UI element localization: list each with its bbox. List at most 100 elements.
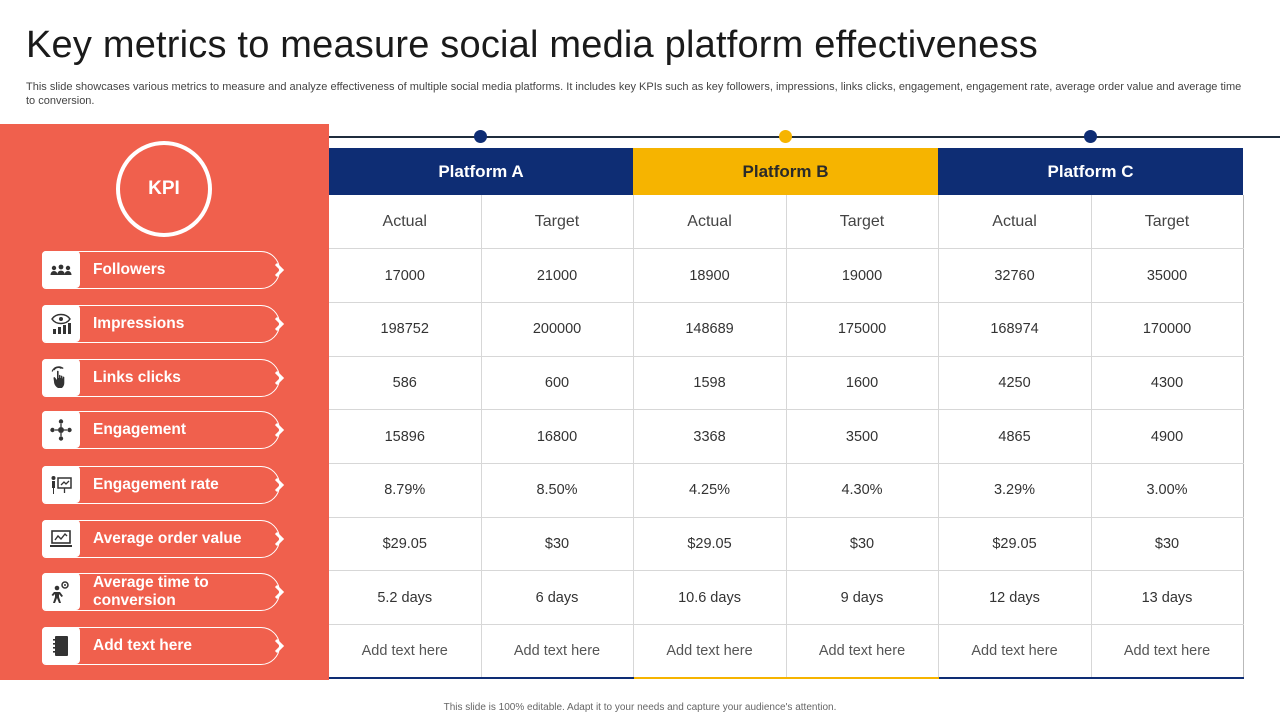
table-row: 17000 21000 18900 19000 32760 35000 [329,248,1244,303]
table-cell: 12 days [937,570,1092,625]
table-cell: 15896 [329,409,482,464]
page-title: Key metrics to measure social media plat… [26,24,1038,66]
table-cell: 3500 [786,409,939,464]
table-cell: 4900 [1091,409,1244,464]
table-cell: 4250 [937,356,1092,411]
table-cell: $30 [481,517,634,572]
kpi-label: Engagement rate [93,476,219,493]
platform-a-header: Platform A [329,148,634,195]
person-gear-icon [42,573,80,610]
kpi-item-engagement[interactable]: Engagement [42,411,285,449]
table-row: 5.2 days 6 days 10.6 days 9 days 12 days… [329,570,1244,625]
table-cell: $29.05 [632,517,787,572]
table-cell: 9 days [786,570,939,625]
table-cell: Add text here [937,624,1092,680]
chevron-right-icon [274,262,285,278]
table-cell: $29.05 [329,517,482,572]
table-cell: 19000 [786,248,939,303]
table-cell: 1600 [786,356,939,411]
chevron-right-icon [274,477,285,493]
table-cell: Add text here [481,624,634,680]
table-cell: 4300 [1091,356,1244,411]
table-cell: $30 [786,517,939,572]
kpi-header-circle: KPI [116,141,212,237]
table-cell: 10.6 days [632,570,787,625]
chevron-right-icon [274,316,285,332]
table-cell: 600 [481,356,634,411]
table-cell: Add text here [1091,624,1244,680]
subheader-row: Actual Target Actual Target Actual Targe… [329,195,1244,250]
table-cell: 8.79% [329,463,482,518]
kpi-label: Followers [93,261,166,278]
table-cell: $30 [1091,517,1244,572]
kpi-item-average-time-to-conversion[interactable]: Average time to conversion [42,573,285,611]
footer-note: This slide is 100% editable. Adapt it to… [443,702,837,713]
table-row: 8.79% 8.50% 4.25% 4.30% 3.29% 3.00% [329,463,1244,518]
kpi-panel: KPI Followers Impressions Links clicks E… [0,124,329,680]
table-cell: 8.50% [481,463,634,518]
table-cell: Add text here [786,624,939,680]
kpi-item-engagement-rate[interactable]: Engagement rate [42,466,285,504]
kpi-item-impressions[interactable]: Impressions [42,305,285,343]
kpi-item-average-order-value[interactable]: Average order value [42,520,285,558]
kpi-header-label: KPI [148,178,180,199]
table-cell: 3.00% [1091,463,1244,518]
kpi-label: Links clicks [93,369,181,386]
table-row: 15896 16800 3368 3500 4865 4900 [329,409,1244,464]
table-cell: 4.30% [786,463,939,518]
chevron-right-icon [274,584,285,600]
table-cell: 4865 [937,409,1092,464]
subheader-cell: Target [481,195,634,250]
platform-header-row: Platform A Platform B Platform C [329,148,1244,195]
table-cell: 586 [329,356,482,411]
table-row: 198752 200000 148689 175000 168974 17000… [329,302,1244,357]
subheader-cell: Actual [632,195,787,250]
subheader-cell: Target [1091,195,1244,250]
table-cell: 35000 [1091,248,1244,303]
table-cell: 175000 [786,302,939,357]
table-row: $29.05 $30 $29.05 $30 $29.05 $30 [329,517,1244,572]
table-cell: 1598 [632,356,787,411]
table-cell: 32760 [937,248,1092,303]
table-cell: 4.25% [632,463,787,518]
subheader-cell: Target [786,195,939,250]
page-subtitle: This slide showcases various metrics to … [26,81,1242,107]
presentation-icon [42,466,80,503]
table-cell: $29.05 [937,517,1092,572]
kpi-item-add-text[interactable]: Add text here [42,627,285,665]
table-cell: Add text here [329,624,482,680]
kpi-label: Average time to conversion [93,574,209,609]
platform-b-dot [779,130,792,143]
chevron-right-icon [274,422,285,438]
platform-c-header: Platform C [938,148,1244,195]
kpi-label: Engagement [93,421,187,438]
chevron-right-icon [274,531,285,547]
laptop-chart-icon [42,520,80,557]
table-cell: 200000 [481,302,634,357]
eye-bar-chart-icon [42,305,80,342]
metrics-table: Platform A Platform B Platform C Actual … [329,148,1244,680]
kpi-label: Add text here [93,637,193,654]
subheader-cell: Actual [937,195,1092,250]
table-row: Add text here Add text here Add text her… [329,624,1244,680]
kpi-label: Average order value [93,530,242,547]
table-cell: 18900 [632,248,787,303]
hand-pointer-icon [42,359,80,396]
table-cell: Add text here [632,624,787,680]
table-cell: 3.29% [937,463,1092,518]
subheader-cell: Actual [329,195,482,250]
chevron-right-icon [274,638,285,654]
table-cell: 170000 [1091,302,1244,357]
notebook-icon [42,627,80,664]
table-cell: 6 days [481,570,634,625]
kpi-item-links-clicks[interactable]: Links clicks [42,359,285,397]
people-group-icon [42,251,80,288]
network-people-icon [42,411,80,448]
platform-b-header: Platform B [633,148,939,195]
table-cell: 148689 [632,302,787,357]
table-cell: 21000 [481,248,634,303]
table-cell: 168974 [937,302,1092,357]
kpi-item-followers[interactable]: Followers [42,251,285,289]
chevron-right-icon [274,370,285,386]
table-cell: 198752 [329,302,482,357]
